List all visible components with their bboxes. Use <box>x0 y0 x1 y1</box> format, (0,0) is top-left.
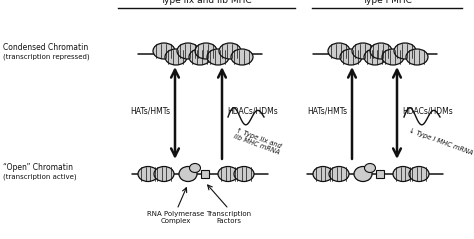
Ellipse shape <box>231 49 253 65</box>
Ellipse shape <box>329 167 349 181</box>
Ellipse shape <box>179 167 197 181</box>
Ellipse shape <box>207 49 229 65</box>
Ellipse shape <box>177 43 199 59</box>
Text: Condensed Chromatin: Condensed Chromatin <box>3 43 88 51</box>
Ellipse shape <box>218 167 238 181</box>
Ellipse shape <box>364 49 386 65</box>
Ellipse shape <box>406 49 428 65</box>
Ellipse shape <box>352 43 374 59</box>
Text: Type I MHC: Type I MHC <box>362 0 412 5</box>
Ellipse shape <box>365 163 375 173</box>
Ellipse shape <box>313 167 333 181</box>
Text: HATs/HMTs: HATs/HMTs <box>130 107 170 115</box>
Ellipse shape <box>340 49 362 65</box>
Ellipse shape <box>393 167 413 181</box>
Ellipse shape <box>328 43 350 59</box>
Ellipse shape <box>382 49 404 65</box>
Text: ↑ Type IIx and
IIb MHC mRNA: ↑ Type IIx and IIb MHC mRNA <box>233 127 283 156</box>
Text: (transcription active): (transcription active) <box>3 174 77 180</box>
Ellipse shape <box>138 167 158 181</box>
Ellipse shape <box>409 167 429 181</box>
Text: “Open” Chromatin: “Open” Chromatin <box>3 163 73 172</box>
Ellipse shape <box>154 167 174 181</box>
Text: Transcription
Factors: Transcription Factors <box>207 211 252 224</box>
Bar <box>201 170 209 178</box>
Ellipse shape <box>370 43 392 59</box>
Bar <box>376 170 384 178</box>
Ellipse shape <box>153 43 175 59</box>
Text: (transcription repressed): (transcription repressed) <box>3 54 90 60</box>
Ellipse shape <box>234 167 254 181</box>
Text: HDACs/HDMs: HDACs/HDMs <box>402 107 453 115</box>
Text: HDACs/HDMs: HDACs/HDMs <box>227 107 278 115</box>
Text: ↓ Type I MHC mRNA: ↓ Type I MHC mRNA <box>408 127 474 156</box>
Ellipse shape <box>190 163 201 173</box>
Ellipse shape <box>165 49 187 65</box>
Ellipse shape <box>394 43 416 59</box>
Ellipse shape <box>189 49 211 65</box>
Text: Type IIx and IIb MHC: Type IIx and IIb MHC <box>160 0 252 5</box>
Ellipse shape <box>354 167 372 181</box>
Text: HATs/HMTs: HATs/HMTs <box>307 107 347 115</box>
Text: RNA Polymerase
Complex: RNA Polymerase Complex <box>147 211 205 224</box>
Ellipse shape <box>195 43 217 59</box>
Ellipse shape <box>219 43 241 59</box>
